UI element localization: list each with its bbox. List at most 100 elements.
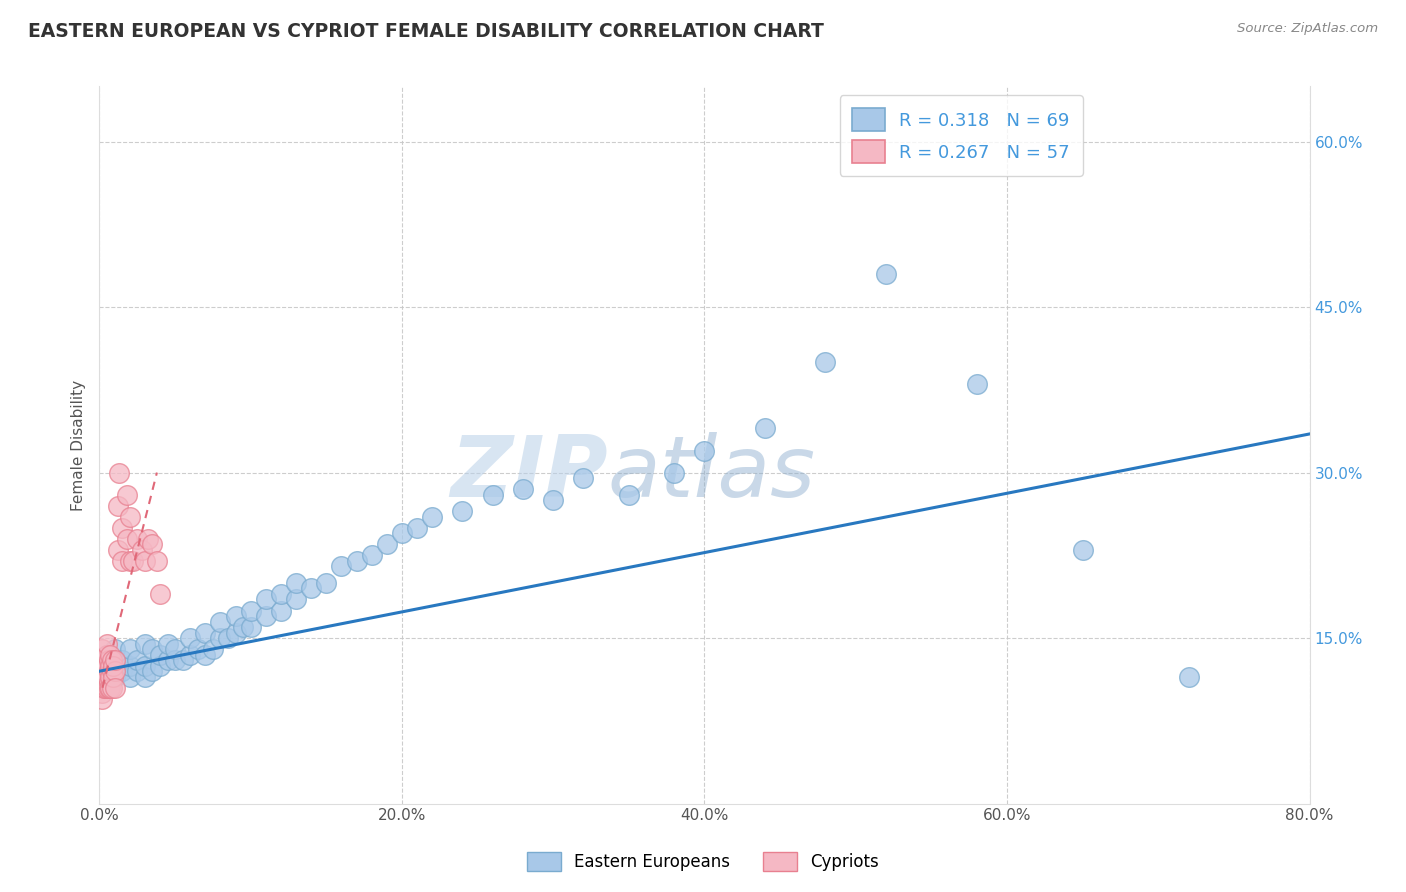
Point bbox=[93, 658, 115, 673]
Point bbox=[187, 642, 209, 657]
Text: ZIP: ZIP bbox=[450, 433, 607, 516]
Text: atlas: atlas bbox=[607, 433, 815, 516]
Point bbox=[100, 664, 122, 678]
Point bbox=[375, 537, 398, 551]
Point bbox=[107, 499, 129, 513]
Point bbox=[101, 658, 124, 673]
Point bbox=[118, 642, 141, 657]
Point bbox=[91, 677, 114, 691]
Point bbox=[346, 554, 368, 568]
Point bbox=[217, 631, 239, 645]
Point bbox=[875, 267, 897, 281]
Point bbox=[194, 648, 217, 662]
Point bbox=[141, 642, 163, 657]
Point bbox=[131, 542, 153, 557]
Point bbox=[96, 648, 118, 662]
Point bbox=[239, 620, 262, 634]
Point bbox=[165, 653, 187, 667]
Point bbox=[96, 681, 118, 695]
Point bbox=[201, 642, 224, 657]
Point bbox=[299, 582, 322, 596]
Point bbox=[225, 609, 247, 624]
Point bbox=[254, 609, 277, 624]
Point bbox=[451, 504, 474, 518]
Point bbox=[94, 653, 117, 667]
Point bbox=[91, 666, 114, 681]
Text: Source: ZipAtlas.com: Source: ZipAtlas.com bbox=[1237, 22, 1378, 36]
Point bbox=[209, 615, 232, 629]
Point bbox=[94, 664, 117, 678]
Point bbox=[103, 642, 125, 657]
Point bbox=[93, 681, 115, 695]
Point bbox=[149, 658, 172, 673]
Y-axis label: Female Disability: Female Disability bbox=[72, 379, 86, 510]
Point bbox=[96, 670, 118, 684]
Point bbox=[96, 658, 118, 673]
Point bbox=[97, 653, 120, 667]
Point bbox=[360, 549, 382, 563]
Point bbox=[103, 653, 125, 667]
Point bbox=[136, 532, 159, 546]
Point bbox=[406, 521, 429, 535]
Point bbox=[127, 653, 149, 667]
Point bbox=[103, 653, 125, 667]
Point bbox=[94, 670, 117, 684]
Point bbox=[141, 537, 163, 551]
Point bbox=[96, 637, 118, 651]
Point bbox=[118, 554, 141, 568]
Point bbox=[97, 681, 120, 695]
Point bbox=[541, 493, 564, 508]
Point bbox=[115, 532, 138, 546]
Point bbox=[966, 377, 988, 392]
Point bbox=[179, 631, 201, 645]
Point bbox=[101, 670, 124, 684]
Point bbox=[100, 681, 122, 695]
Point bbox=[127, 532, 149, 546]
Point bbox=[239, 603, 262, 617]
Point bbox=[572, 471, 595, 485]
Point bbox=[127, 664, 149, 678]
Point bbox=[285, 576, 308, 591]
Point bbox=[270, 587, 292, 601]
Point bbox=[96, 670, 118, 684]
Point bbox=[141, 664, 163, 678]
Point bbox=[91, 658, 114, 673]
Point bbox=[98, 648, 121, 662]
Point bbox=[165, 642, 187, 657]
Point bbox=[270, 603, 292, 617]
Point bbox=[134, 637, 156, 651]
Point bbox=[512, 482, 534, 496]
Point bbox=[91, 670, 114, 684]
Point bbox=[134, 670, 156, 684]
Point bbox=[391, 526, 413, 541]
Point bbox=[111, 521, 134, 535]
Point bbox=[111, 554, 134, 568]
Point bbox=[814, 355, 837, 369]
Point bbox=[315, 576, 337, 591]
Point bbox=[118, 509, 141, 524]
Point bbox=[194, 625, 217, 640]
Point bbox=[134, 554, 156, 568]
Point bbox=[115, 488, 138, 502]
Point bbox=[121, 554, 143, 568]
Point bbox=[93, 664, 115, 678]
Point bbox=[481, 488, 503, 502]
Point bbox=[103, 664, 125, 678]
Point bbox=[179, 648, 201, 662]
Point bbox=[94, 675, 117, 690]
Point bbox=[754, 421, 776, 435]
Point bbox=[98, 670, 121, 684]
Point bbox=[108, 466, 131, 480]
Point bbox=[94, 681, 117, 695]
Point bbox=[103, 670, 125, 684]
Point bbox=[172, 653, 194, 667]
Point bbox=[98, 681, 121, 695]
Legend: R = 0.318   N = 69, R = 0.267   N = 57: R = 0.318 N = 69, R = 0.267 N = 57 bbox=[839, 95, 1083, 176]
Point bbox=[97, 675, 120, 690]
Point bbox=[285, 592, 308, 607]
Point bbox=[420, 509, 443, 524]
Legend: Eastern Europeans, Cypriots: Eastern Europeans, Cypriots bbox=[519, 843, 887, 880]
Point bbox=[146, 554, 169, 568]
Point bbox=[1177, 670, 1199, 684]
Text: EASTERN EUROPEAN VS CYPRIOT FEMALE DISABILITY CORRELATION CHART: EASTERN EUROPEAN VS CYPRIOT FEMALE DISAB… bbox=[28, 22, 824, 41]
